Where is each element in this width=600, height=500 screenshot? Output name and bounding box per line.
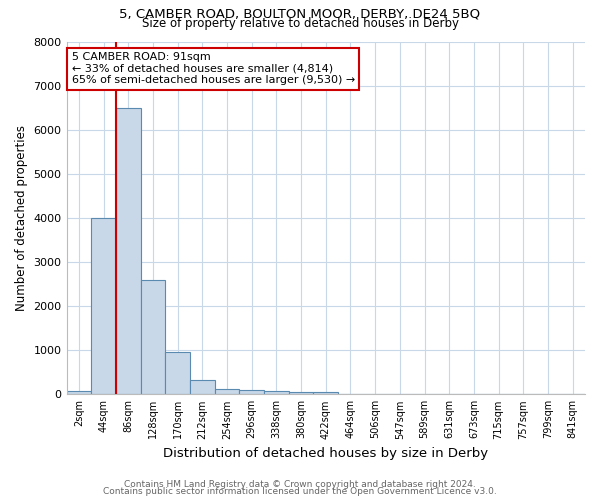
Text: Contains HM Land Registry data © Crown copyright and database right 2024.: Contains HM Land Registry data © Crown c… — [124, 480, 476, 489]
Bar — [289, 392, 313, 394]
Bar — [264, 391, 289, 394]
Bar — [190, 380, 215, 394]
Bar — [215, 388, 239, 394]
Bar — [91, 218, 116, 394]
Text: 5 CAMBER ROAD: 91sqm
← 33% of detached houses are smaller (4,814)
65% of semi-de: 5 CAMBER ROAD: 91sqm ← 33% of detached h… — [72, 52, 355, 86]
X-axis label: Distribution of detached houses by size in Derby: Distribution of detached houses by size … — [163, 447, 488, 460]
Bar — [313, 392, 338, 394]
Text: Size of property relative to detached houses in Derby: Size of property relative to detached ho… — [142, 16, 458, 30]
Text: Contains public sector information licensed under the Open Government Licence v3: Contains public sector information licen… — [103, 487, 497, 496]
Text: 5, CAMBER ROAD, BOULTON MOOR, DERBY, DE24 5BQ: 5, CAMBER ROAD, BOULTON MOOR, DERBY, DE2… — [119, 8, 481, 20]
Y-axis label: Number of detached properties: Number of detached properties — [15, 125, 28, 311]
Bar — [67, 391, 91, 394]
Bar — [116, 108, 140, 395]
Bar — [165, 352, 190, 395]
Bar — [140, 280, 165, 394]
Bar — [239, 390, 264, 394]
